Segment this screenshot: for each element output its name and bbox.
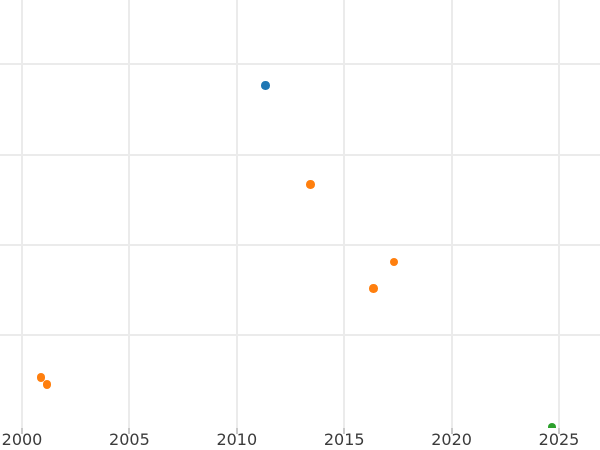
gridline-vertical bbox=[343, 0, 346, 428]
scatter-point-orange-series bbox=[389, 257, 399, 267]
x-tick-label: 2015 bbox=[323, 430, 365, 449]
scatter-point-blue-series bbox=[261, 81, 270, 90]
x-tick-label: 2025 bbox=[538, 430, 580, 449]
gridline-horizontal bbox=[0, 63, 600, 65]
scatter-point-orange-series bbox=[36, 373, 46, 382]
x-tick-mark bbox=[235, 428, 238, 434]
gridline-horizontal bbox=[0, 334, 600, 337]
gridline-horizontal bbox=[0, 244, 600, 246]
gridline-vertical bbox=[21, 0, 23, 428]
plot-area bbox=[0, 0, 600, 428]
scatter-point-orange-series bbox=[306, 180, 315, 189]
x-tick-label: 2000 bbox=[1, 430, 43, 449]
gridline-vertical bbox=[128, 0, 131, 428]
x-tick-label: 2010 bbox=[216, 430, 258, 449]
x-tick-mark bbox=[21, 428, 23, 434]
scatter-point-green-series bbox=[547, 423, 557, 428]
gridline-horizontal bbox=[0, 153, 600, 156]
x-tick-label: 2020 bbox=[431, 430, 472, 449]
x-tick-mark bbox=[128, 428, 131, 434]
x-tick-label: 2005 bbox=[109, 430, 150, 449]
scatter-point-orange-series bbox=[42, 380, 52, 389]
gridline-vertical bbox=[450, 0, 453, 428]
x-axis: 2000 2005 2010 2015 2020 2025 bbox=[0, 428, 600, 450]
gridline-vertical bbox=[558, 0, 560, 428]
x-tick-mark bbox=[343, 428, 346, 434]
scatter-point-orange-series bbox=[369, 284, 378, 293]
gridline-vertical bbox=[235, 0, 238, 428]
x-tick-mark bbox=[558, 428, 560, 434]
x-tick-mark bbox=[450, 428, 453, 434]
